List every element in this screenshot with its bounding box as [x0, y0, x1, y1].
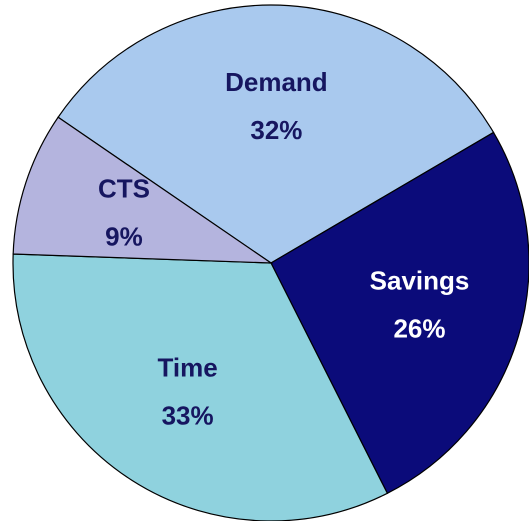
- slice-label: Savings: [370, 266, 470, 296]
- pie-slice: [12, 253, 389, 521]
- slice-value-label: 33%: [162, 400, 214, 430]
- pie-slice: [57, 4, 495, 264]
- pie-slice: [270, 131, 529, 495]
- slice-label: CTS: [98, 174, 150, 204]
- slice-value-label: 32%: [250, 115, 302, 145]
- pie-slice: [12, 116, 274, 264]
- slice-value-label: 26%: [393, 314, 445, 344]
- slice-value-label: 9%: [105, 222, 143, 252]
- slice-label: Time: [157, 352, 217, 382]
- slice-label: Demand: [225, 67, 328, 97]
